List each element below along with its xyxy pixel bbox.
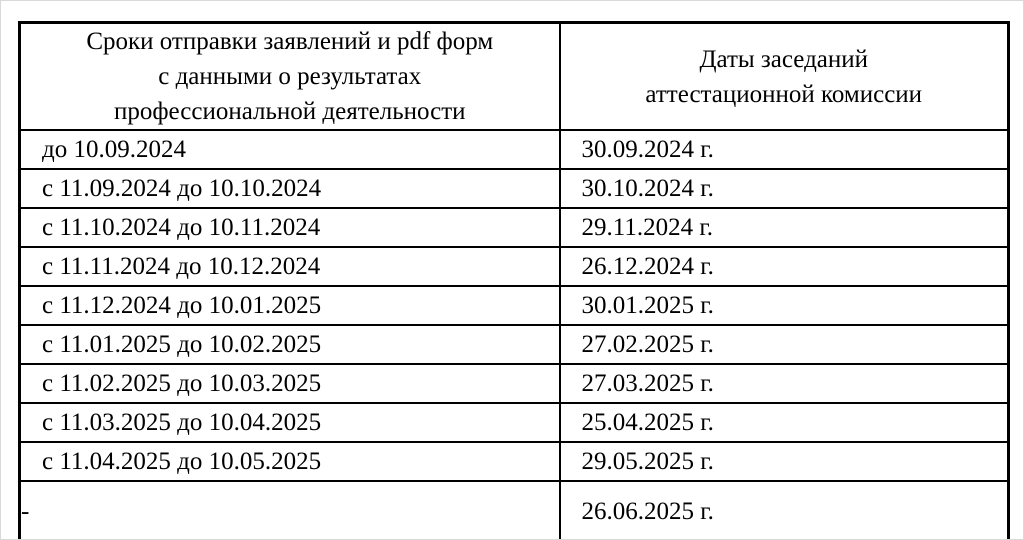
meeting-date-cell: 26.12.2024 г. [558,246,1010,287]
table-row: с 11.12.2024 до 10.01.2025 30.01.2025 г. [18,285,1010,326]
meeting-date-cell: 26.06.2025 г. [558,480,1010,539]
meeting-date-cell: 30.09.2024 г. [558,129,1010,170]
deadline-cell-empty: - [18,480,561,539]
header-row: Сроки отправки заявлений и pdf форм с да… [18,21,1010,131]
column-header-submission-deadlines: Сроки отправки заявлений и pdf форм с да… [18,21,561,131]
header-line: аттестационной комиссии [645,80,923,108]
meeting-date-cell: 27.02.2025 г. [558,324,1010,365]
header-line: профессиональной деятельности [113,98,466,125]
deadline-cell: с 11.01.2025 до 10.02.2025 [18,324,561,365]
meeting-date-cell: 29.11.2024 г. [558,207,1010,248]
deadline-cell: с 11.11.2024 до 10.12.2024 [18,246,561,287]
deadline-cell: с 11.04.2025 до 10.05.2025 [18,441,561,482]
table-row: с 11.11.2024 до 10.12.2024 26.12.2024 г. [18,246,1010,287]
attestation-schedule-table: Сроки отправки заявлений и pdf форм с да… [18,21,1010,539]
table-row: с 11.10.2024 до 10.11.2024 29.11.2024 г. [18,207,1010,248]
header-line: Сроки отправки заявлений и pdf форм [86,28,494,55]
header-line: Даты заседаний [699,45,869,73]
table-row: с 11.09.2024 до 10.10.2024 30.10.2024 г. [18,168,1010,209]
meeting-date-cell: 25.04.2025 г. [558,402,1010,443]
meeting-date-cell: 27.03.2025 г. [558,363,1010,404]
header-line: с данными о результатах [158,63,422,90]
meeting-date-cell: 29.05.2025 г. [558,441,1010,482]
deadline-cell: с 11.03.2025 до 10.04.2025 [18,402,561,443]
deadline-cell: с 11.09.2024 до 10.10.2024 [18,168,561,209]
table-row: с 11.03.2025 до 10.04.2025 25.04.2025 г. [18,402,1010,443]
deadline-cell: с 11.02.2025 до 10.03.2025 [18,363,561,404]
meeting-date-cell: 30.10.2024 г. [558,168,1010,209]
table-row: с 11.02.2025 до 10.03.2025 27.03.2025 г. [18,363,1010,404]
table-row: до 10.09.2024 30.09.2024 г. [18,129,1010,170]
meeting-date-cell: 30.01.2025 г. [558,285,1010,326]
deadline-cell: с 11.12.2024 до 10.01.2025 [18,285,561,326]
deadline-cell: до 10.09.2024 [18,129,561,170]
column-header-meeting-dates: Даты заседаний аттестационной комиссии [558,21,1010,131]
table-row: с 11.01.2025 до 10.02.2025 27.02.2025 г. [18,324,1010,365]
table-row: с 11.04.2025 до 10.05.2025 29.05.2025 г. [18,441,1010,482]
deadline-cell: с 11.10.2024 до 10.11.2024 [18,207,561,248]
table-row: - 26.06.2025 г. [18,480,1010,539]
